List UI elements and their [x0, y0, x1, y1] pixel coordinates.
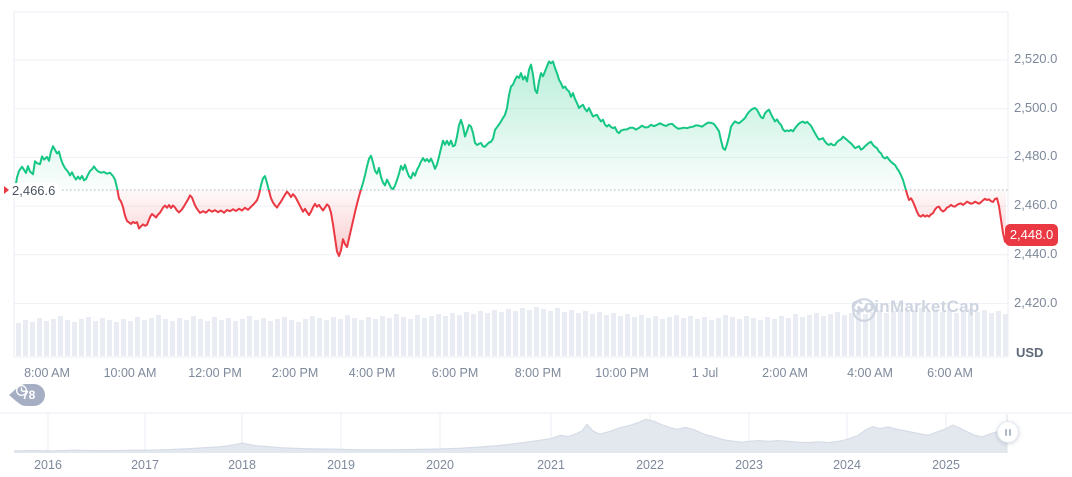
currency-label: USD	[1016, 345, 1044, 360]
minimap-area	[14, 419, 1007, 453]
year-label: 2024	[833, 458, 861, 472]
timeline-scrub-handle[interactable]	[997, 421, 1019, 443]
year-label: 2020	[426, 458, 454, 472]
year-label: 2021	[537, 458, 565, 472]
timeline-minimap[interactable]	[14, 413, 1007, 453]
coinmarketcap-watermark: CoinMarketCap	[851, 297, 980, 322]
y-tick-label: 2,440.0	[1014, 245, 1058, 261]
year-label: 2017	[131, 458, 159, 472]
y-tick-label: 2,500.0	[1014, 99, 1058, 115]
x-tick-label: 1 Jul	[691, 366, 719, 380]
year-label: 2018	[228, 458, 256, 472]
x-tick-label: 10:00 AM	[103, 366, 157, 380]
y-tick-label: 2,520.0	[1014, 51, 1058, 66]
area-above-baseline	[15, 61, 1006, 190]
replay-badge[interactable]: 78	[15, 384, 46, 406]
year-label: 2019	[327, 458, 355, 472]
clock-icon	[15, 384, 28, 397]
minimap-line	[13, 418, 1008, 452]
y-tick-label: 2,480.0	[1014, 148, 1058, 164]
x-tick-label: 6:00 PM	[431, 366, 479, 380]
year-label: 2023	[735, 458, 763, 472]
y-tick-label: 2,460.0	[1014, 197, 1058, 213]
open-price-label-row: 2,466.6	[4, 180, 59, 200]
price-line-up	[14, 60, 907, 190]
x-tick-label: 2:00 PM	[271, 366, 319, 380]
y-tick-label: 2,420.0	[1014, 294, 1058, 310]
price-line-down	[14, 190, 1007, 257]
coinmarketcap-logo-icon	[852, 298, 876, 322]
pause-bar-icon	[1004, 428, 1007, 436]
x-tick-label: 12:00 PM	[188, 366, 242, 380]
price-marker-icon	[4, 186, 9, 194]
open-price-label: 2,466.6	[12, 182, 59, 198]
x-tick-label: 8:00 AM	[24, 366, 70, 380]
x-tick-label: 4:00 AM	[847, 366, 893, 380]
volume-bars	[16, 307, 1008, 356]
year-label: 2016	[34, 458, 62, 472]
year-label: 2022	[636, 458, 664, 472]
pause-bar-icon	[1009, 428, 1012, 436]
last-price-badge: 2,448.0	[1005, 224, 1058, 247]
replay-count: 78	[22, 388, 36, 402]
x-tick-label: 2:00 AM	[762, 366, 808, 380]
x-tick-label: 6:00 AM	[927, 366, 973, 380]
watermark-text: CoinMarketCap	[851, 297, 980, 316]
year-label: 2025	[932, 458, 960, 472]
x-tick-label: 10:00 PM	[595, 366, 649, 380]
x-tick-label: 4:00 PM	[348, 366, 396, 380]
x-tick-label: 8:00 PM	[514, 366, 562, 380]
